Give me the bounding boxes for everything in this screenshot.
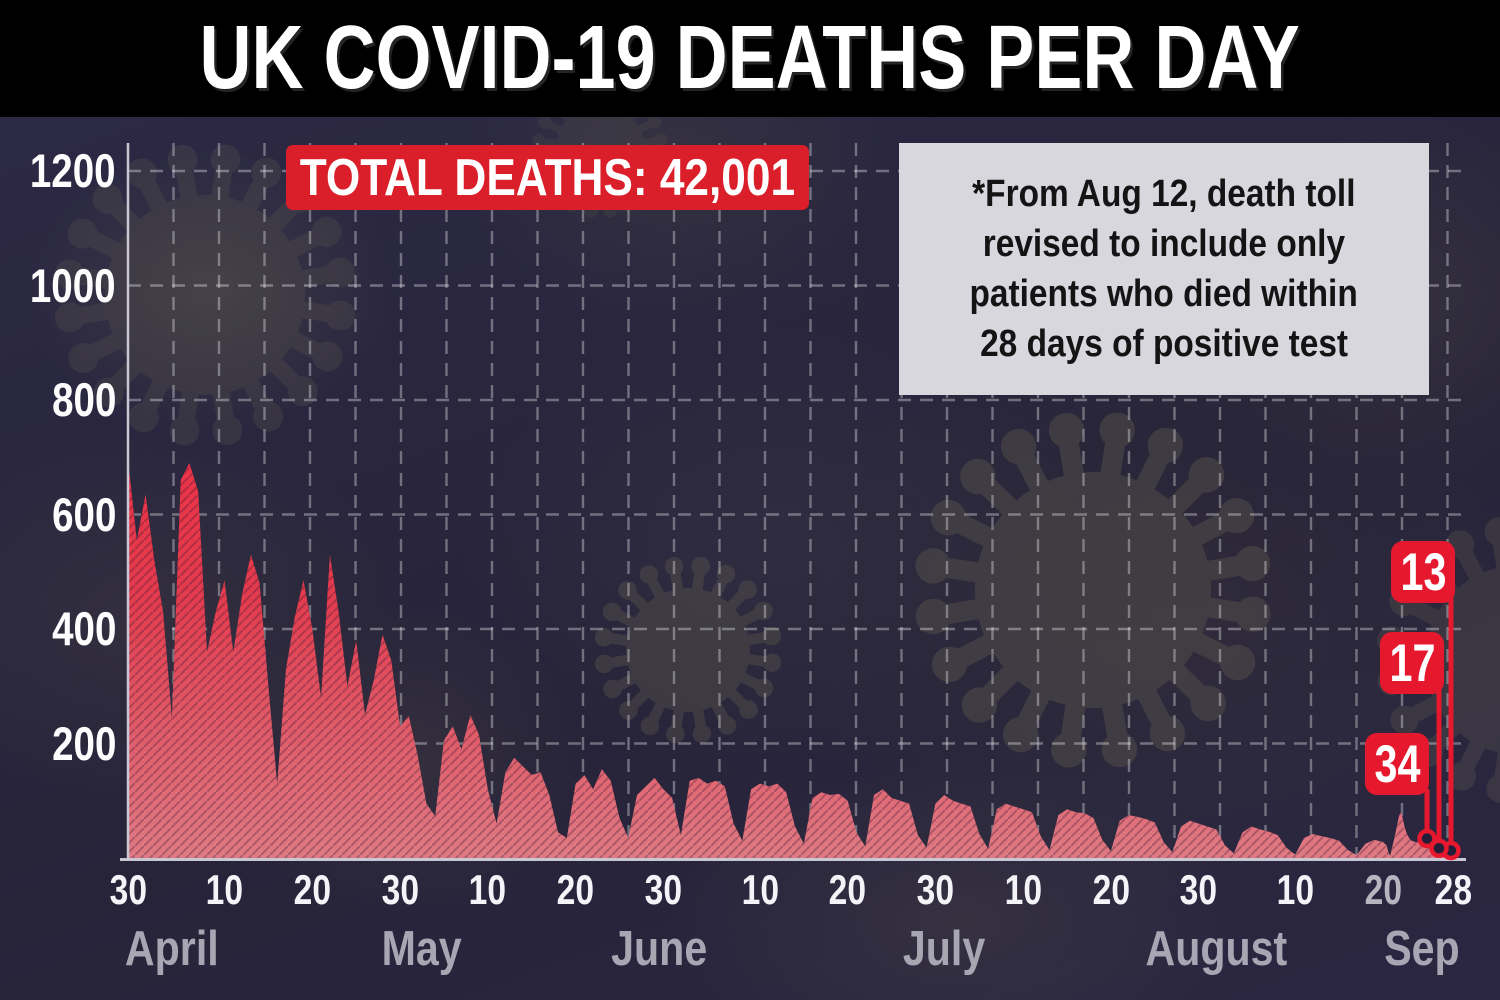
revision-note-box: *From Aug 12, death toll revised to incl… xyxy=(899,143,1429,395)
x-tick-label: 20 xyxy=(1364,866,1402,913)
callout-value: 34 xyxy=(1374,734,1420,794)
x-tick-label: 30 xyxy=(644,866,683,913)
y-tick-label: 200 xyxy=(51,716,116,770)
total-deaths-badge: TOTAL DEATHS: 42,001 xyxy=(286,145,809,210)
total-deaths-label: TOTAL DEATHS: 42,001 xyxy=(299,148,796,207)
x-tick-label: 20 xyxy=(1092,866,1130,913)
x-tick-label: 10 xyxy=(205,866,244,913)
x-tick-label: 30 xyxy=(1180,866,1218,913)
x-tick-label: 30 xyxy=(109,866,147,913)
y-tick-label: 1000 xyxy=(30,258,116,312)
callout-value: 13 xyxy=(1400,542,1446,602)
callout-badge-13: 13 xyxy=(1391,541,1455,603)
x-tick-label: 10 xyxy=(1276,866,1314,913)
callout-badge-17: 17 xyxy=(1380,632,1444,694)
x-tick-label: 30 xyxy=(381,866,419,913)
month-label: May xyxy=(381,922,463,976)
x-tick-label: 10 xyxy=(469,866,507,913)
callout-value: 17 xyxy=(1389,633,1435,693)
y-tick-label: 400 xyxy=(51,602,116,655)
note-line: 28 days of positive test xyxy=(980,323,1348,366)
deaths-area-hatch xyxy=(128,460,1453,858)
x-tick-label: 20 xyxy=(828,866,867,913)
x-tick-label: 28 xyxy=(1434,866,1472,913)
x-tick-label: 30 xyxy=(916,866,955,913)
month-label: June xyxy=(610,922,707,976)
y-tick-label: 1200 xyxy=(30,144,116,197)
y-tick-label: 600 xyxy=(51,487,116,541)
month-label: August xyxy=(1145,922,1288,976)
note-line: *From Aug 12, death toll xyxy=(972,172,1356,215)
y-tick-label: 800 xyxy=(51,373,116,426)
page-title: UK COVID-19 DEATHS PER DAY xyxy=(199,8,1301,108)
month-label: Sep xyxy=(1384,922,1460,976)
data-point-ring xyxy=(1417,828,1437,849)
month-label: July xyxy=(903,922,986,976)
note-line: patients who died within xyxy=(969,273,1359,315)
x-tick-label: 10 xyxy=(741,866,779,913)
x-tick-label: 20 xyxy=(293,866,331,913)
note-line: revised to include only xyxy=(982,222,1346,265)
month-label: April xyxy=(124,922,219,976)
data-point-ring xyxy=(1429,838,1449,859)
callout-badge-34: 34 xyxy=(1365,733,1429,795)
x-tick-label: 10 xyxy=(1004,866,1042,913)
header-bar: UK COVID-19 DEATHS PER DAY xyxy=(0,0,1500,117)
x-tick-label: 20 xyxy=(556,866,595,913)
